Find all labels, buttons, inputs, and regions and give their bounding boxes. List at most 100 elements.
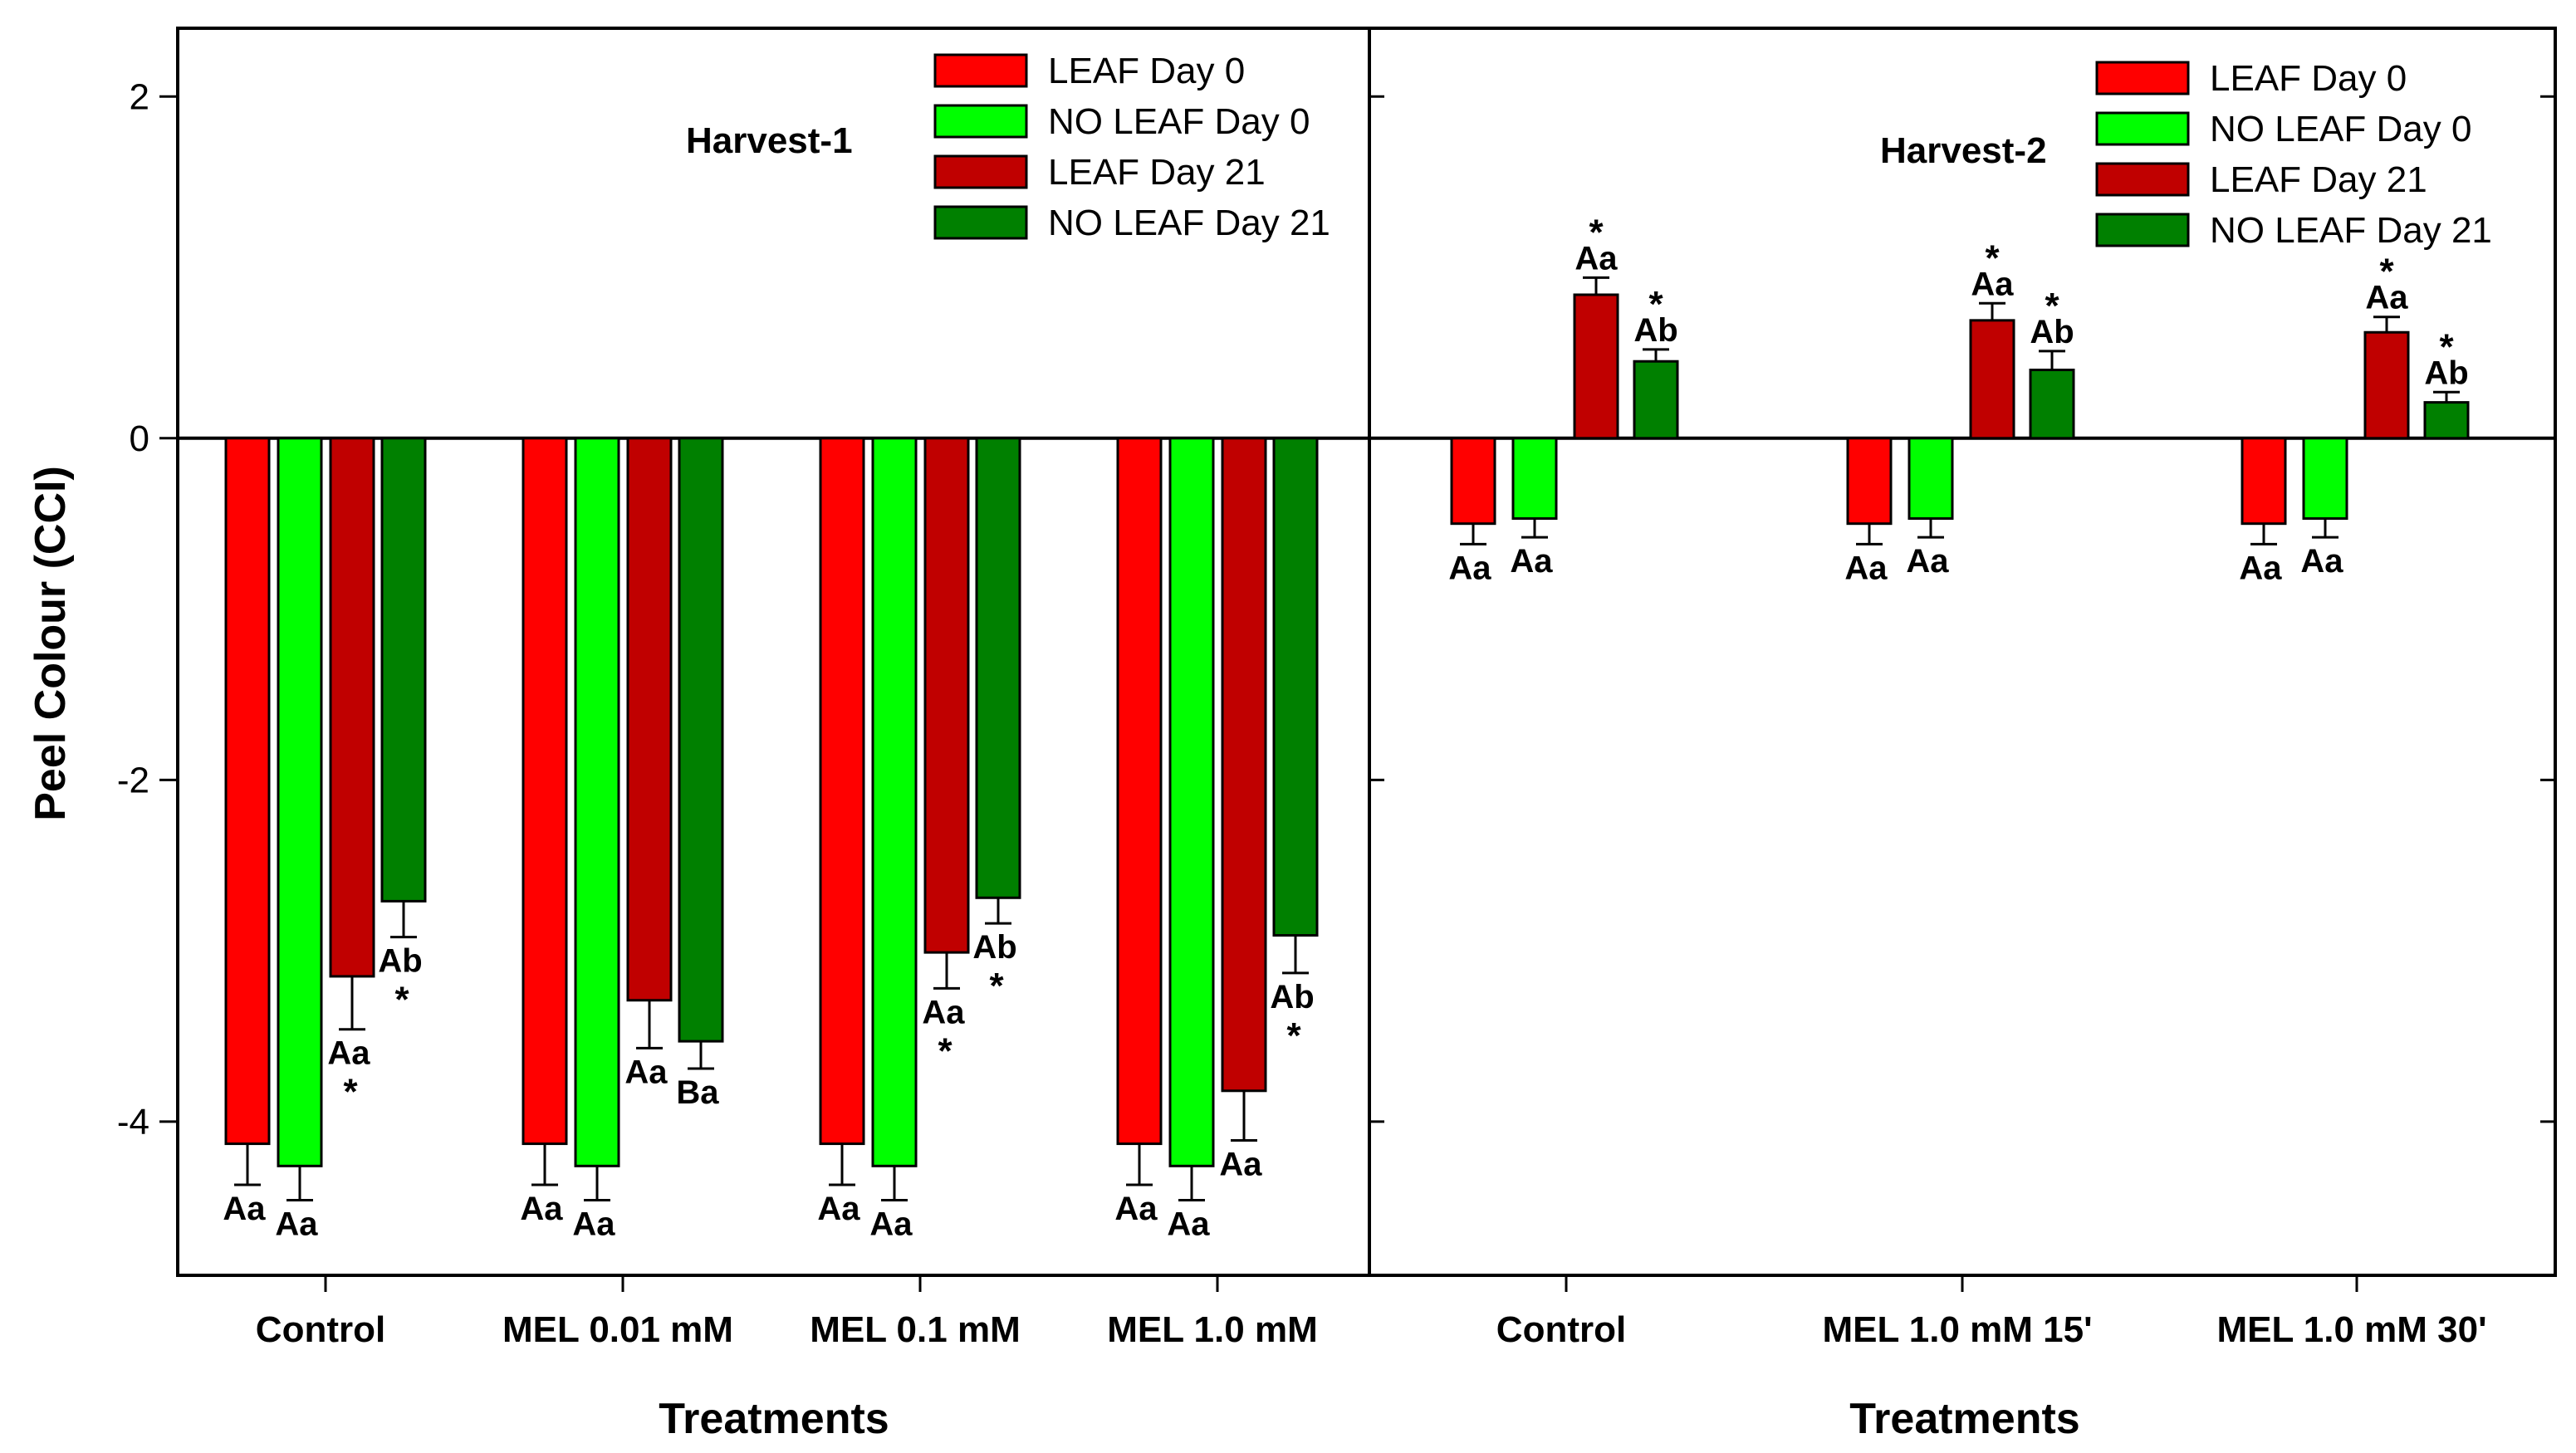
bar: [574, 437, 620, 1167]
panel-1-x-axis-title: Treatments: [659, 1395, 889, 1443]
bar-label: Aa: [2300, 543, 2343, 580]
bar-label: Aa: [1219, 1146, 1262, 1182]
bar: [2241, 437, 2287, 526]
bar: [871, 437, 918, 1167]
bar-label: Ab: [1633, 312, 1677, 349]
bar-label: Ab: [2424, 355, 2468, 391]
bar: [277, 437, 323, 1167]
bar-label: Aa: [572, 1206, 615, 1242]
bar-label: Aa: [869, 1206, 913, 1242]
y-tick-label: -2: [117, 760, 149, 800]
legend-swatch: [933, 154, 1028, 189]
significance-star: *: [2379, 252, 2394, 292]
bar-label: Aa: [275, 1206, 318, 1242]
bar-label: Aa: [817, 1191, 860, 1227]
legend-label: LEAF Day 0: [2210, 58, 2407, 99]
bar-label: Aa: [1114, 1191, 1158, 1227]
legend-swatch: [2095, 213, 2190, 247]
bar: [522, 437, 568, 1146]
legend-label: NO LEAF Day 0: [1048, 101, 1310, 142]
legend-label: LEAF Day 21: [1048, 152, 1266, 193]
x-tick-label: MEL 0.01 mM: [502, 1309, 733, 1350]
bar: [1450, 437, 1496, 526]
significance-star: *: [2045, 286, 2059, 326]
legend-swatch: [933, 53, 1028, 88]
bar: [2029, 369, 2075, 440]
legend-swatch: [2095, 162, 2190, 197]
significance-star: *: [989, 966, 1004, 1006]
bar: [1969, 319, 2015, 440]
bar: [1511, 437, 1558, 521]
bar: [1272, 437, 1319, 937]
bar: [1633, 360, 1679, 440]
panel-2-title: Harvest-2: [1880, 130, 2047, 171]
y-axis-title: Peel Colour (CCI): [27, 466, 75, 821]
y-tick-label: -4: [117, 1102, 149, 1142]
significance-star: *: [394, 980, 409, 1020]
bar: [1116, 437, 1163, 1146]
bar-label: Ab: [378, 943, 422, 980]
bar: [923, 437, 970, 954]
bar-label: Aa: [1906, 543, 1949, 580]
bar: [1168, 437, 1215, 1167]
bar-label: Aa: [2239, 550, 2282, 586]
x-tick-label: Control: [1496, 1309, 1626, 1350]
significance-star: *: [2439, 326, 2454, 367]
significance-star: *: [1589, 212, 1604, 252]
bar: [975, 437, 1021, 899]
y-tick-label: 2: [130, 76, 149, 117]
bar: [2363, 330, 2410, 440]
x-tick-label: MEL 1.0 mM 15': [1822, 1309, 2092, 1350]
bar-label: Aa: [1574, 240, 1618, 276]
bar: [678, 437, 724, 1043]
legend-label: NO LEAF Day 21: [1048, 203, 1330, 243]
significance-star: *: [343, 1072, 358, 1113]
bar: [1846, 437, 1893, 526]
significance-star: *: [938, 1030, 953, 1071]
significance-star: *: [1648, 284, 1663, 325]
bar: [2302, 437, 2348, 521]
y-tick-label: 0: [130, 418, 149, 459]
bar-label: Aa: [327, 1035, 370, 1072]
bar-label: Aa: [223, 1191, 266, 1227]
x-tick-label: MEL 0.1 mM: [810, 1309, 1020, 1350]
bar: [329, 437, 375, 978]
bar: [626, 437, 673, 1002]
legend-label: LEAF Day 0: [1048, 51, 1245, 91]
bar-label: Aa: [1510, 543, 1553, 580]
bar: [1908, 437, 1954, 521]
bar-label: Aa: [520, 1191, 563, 1227]
x-tick-label: Control: [256, 1309, 385, 1350]
x-tick-label: MEL 1.0 mM 30': [2216, 1309, 2486, 1350]
legend-swatch: [2095, 61, 2190, 95]
significance-star: *: [1286, 1015, 1301, 1056]
bar: [2423, 401, 2470, 440]
bar: [224, 437, 271, 1146]
bar: [1221, 437, 1267, 1093]
bar-label: Aa: [1844, 550, 1888, 586]
legend-swatch: [933, 205, 1028, 240]
panel-1-title: Harvest-1: [686, 120, 853, 161]
bar-label: Ba: [676, 1074, 719, 1111]
bar-label: Aa: [1167, 1206, 1210, 1242]
x-tick-label: MEL 1.0 mM: [1107, 1309, 1317, 1350]
bar: [1573, 293, 1619, 440]
bar-label: Ab: [1270, 979, 1314, 1015]
bar-label: Aa: [624, 1054, 668, 1090]
legend-label: NO LEAF Day 0: [2210, 109, 2471, 149]
significance-star: *: [1985, 237, 2000, 278]
legend-label: LEAF Day 21: [2210, 159, 2427, 200]
legend-swatch: [933, 104, 1028, 139]
bar: [380, 437, 427, 903]
bar-label: Aa: [922, 994, 965, 1030]
panel-2-x-axis-title: Treatments: [1849, 1395, 2079, 1443]
bar-label: Aa: [1971, 266, 2014, 302]
bar-label: Ab: [972, 929, 1016, 966]
bar-label: Aa: [2365, 280, 2408, 316]
bar-label: Aa: [1448, 550, 1491, 586]
bar-label: Ab: [2030, 314, 2074, 350]
legend-swatch: [2095, 111, 2190, 146]
legend-label: NO LEAF Day 21: [2210, 210, 2492, 251]
bar: [819, 437, 865, 1146]
